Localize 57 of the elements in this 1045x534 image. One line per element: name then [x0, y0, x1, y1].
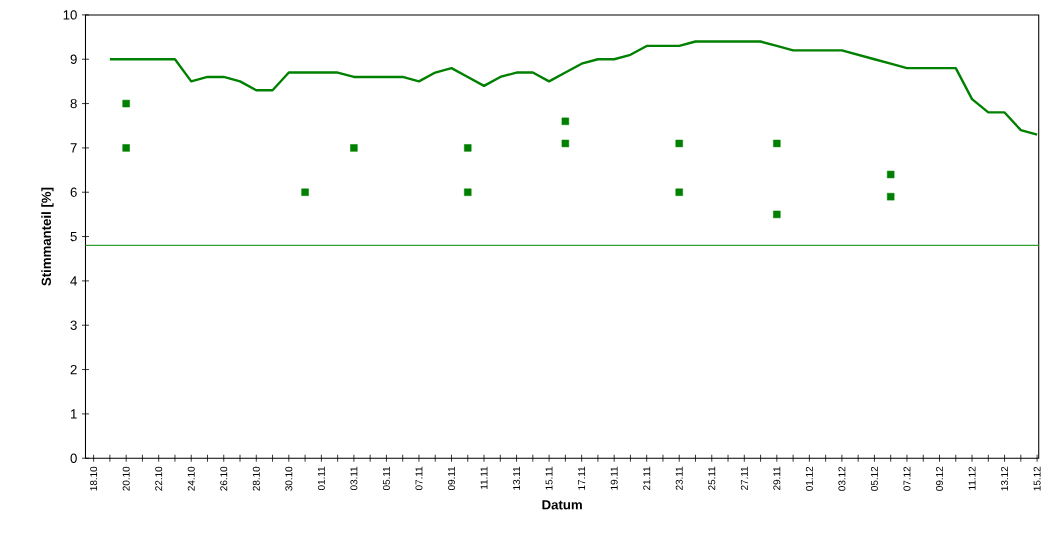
- x-tick-label: 24.10: [187, 466, 195, 491]
- point: [561, 139, 570, 148]
- point: [350, 144, 358, 152]
- y-tick-label: 9: [70, 54, 77, 65]
- x-tick-label: 05.11: [382, 466, 390, 491]
- x-tick-label: 27.11: [740, 466, 748, 491]
- point: [122, 144, 130, 152]
- x-tick-label: 23.11: [675, 466, 683, 491]
- x-tick-label: 21.11: [643, 466, 651, 491]
- x-tick-label: 03.12: [838, 466, 846, 491]
- point: [561, 117, 570, 126]
- point: [464, 144, 472, 152]
- y-tick-label: 5: [70, 232, 77, 242]
- point: [122, 99, 130, 108]
- y-tick-label: 1: [71, 409, 77, 419]
- x-tick-label: 07.11: [415, 466, 423, 491]
- x-tick-label: 05.12: [870, 466, 878, 491]
- x-axis-title: Datum: [542, 500, 582, 510]
- x-tick-label: 19.11: [610, 466, 618, 490]
- point: [887, 193, 895, 201]
- x-tick-label: 15.12: [1033, 466, 1041, 491]
- x-tick-label: 30.10: [285, 466, 293, 491]
- y-tick-label: 4: [70, 276, 77, 286]
- y-tick-label: 0: [70, 453, 77, 463]
- x-tick-label: 15.11: [545, 466, 553, 490]
- x-tick-label: 13.11: [513, 466, 521, 490]
- x-tick-label: 01.12: [805, 466, 813, 491]
- x-tick-label: 18.10: [90, 466, 98, 491]
- point: [773, 210, 781, 219]
- x-tick-label: 29.11: [773, 466, 781, 491]
- point: [773, 139, 781, 148]
- point: [675, 188, 683, 197]
- x-tick-label: 28.10: [252, 466, 260, 491]
- x-tick-label: 25.11: [708, 466, 716, 491]
- x-tick-label: 07.12: [903, 466, 911, 491]
- x-tick-label: 22.10: [155, 466, 163, 491]
- x-tick-label: 03.11: [350, 466, 358, 491]
- y-tick-label: 6: [70, 187, 77, 198]
- x-tick-label: 13.12: [1001, 466, 1009, 491]
- x-tick-label: 09.12: [935, 466, 944, 491]
- x-tick-label: 11.11: [480, 466, 488, 490]
- x-tick-label: 26.10: [220, 466, 228, 491]
- point: [675, 139, 683, 148]
- x-tick-label: 11.12: [968, 466, 976, 490]
- x-tick-label: 01.11: [317, 466, 325, 491]
- y-tick-label: 2: [70, 365, 77, 375]
- y-tick-label: 3: [70, 320, 77, 331]
- y-tick-label: 7: [70, 143, 77, 153]
- x-tick-label: 17.11: [578, 466, 586, 490]
- point: [887, 170, 895, 179]
- y-axis-title: Stimmanteil [%]: [41, 187, 54, 286]
- x-tick-label: 09.11: [447, 466, 456, 491]
- point: [464, 188, 472, 197]
- y-tick-label: 8: [70, 99, 77, 109]
- y-tick-label: 10: [63, 10, 77, 20]
- point: [301, 188, 309, 197]
- x-tick-label: 20.10: [122, 466, 130, 491]
